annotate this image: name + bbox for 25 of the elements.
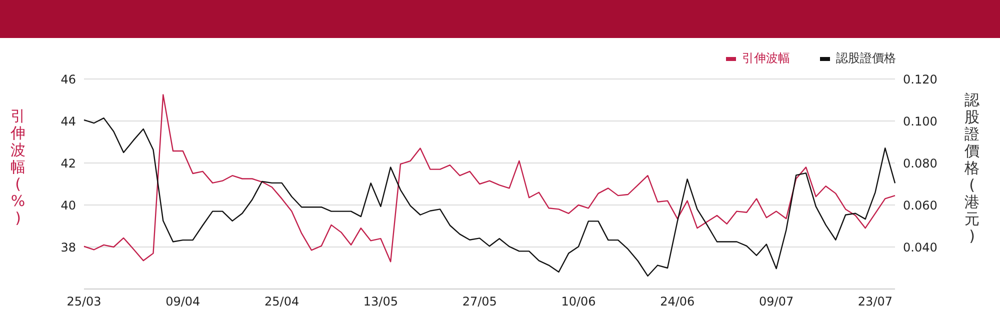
x-tick-label: 23/07 <box>858 294 893 309</box>
y-axis-title: 引伸波幅(%) <box>10 107 26 227</box>
y2-tick-label: 0.120 <box>903 72 938 86</box>
y-tick-label: 38 <box>60 240 76 254</box>
y2-tick-label: 0.060 <box>903 198 938 212</box>
y-tick-label: 42 <box>60 156 76 170</box>
x-tick-label: 09/04 <box>166 294 200 309</box>
y-tick-label: 40 <box>60 198 76 212</box>
x-tick-label: 25/04 <box>264 294 300 309</box>
y2-tick-label: 0.080 <box>903 156 938 170</box>
x-tick-label: 25/03 <box>66 294 102 309</box>
y-tick-label: 46 <box>60 72 76 86</box>
text: 認股證價格(港元) <box>964 91 980 245</box>
x-tick-label: 27/05 <box>462 294 497 309</box>
y-tick-label: 44 <box>60 114 76 128</box>
x-tick-label: 09/07 <box>759 294 794 309</box>
y2-tick-label: 0.100 <box>903 114 938 128</box>
y2-tick-label: 0.040 <box>903 240 938 254</box>
line-series <box>83 117 896 277</box>
x-tick-label: 10/06 <box>561 294 596 309</box>
legend-label: 引伸波幅 <box>741 50 790 67</box>
legend-label: 認股證價格 <box>835 50 896 67</box>
line-series <box>83 94 896 262</box>
x-tick-label: 24/06 <box>660 294 695 309</box>
x-tick-label: 13/05 <box>363 294 398 309</box>
